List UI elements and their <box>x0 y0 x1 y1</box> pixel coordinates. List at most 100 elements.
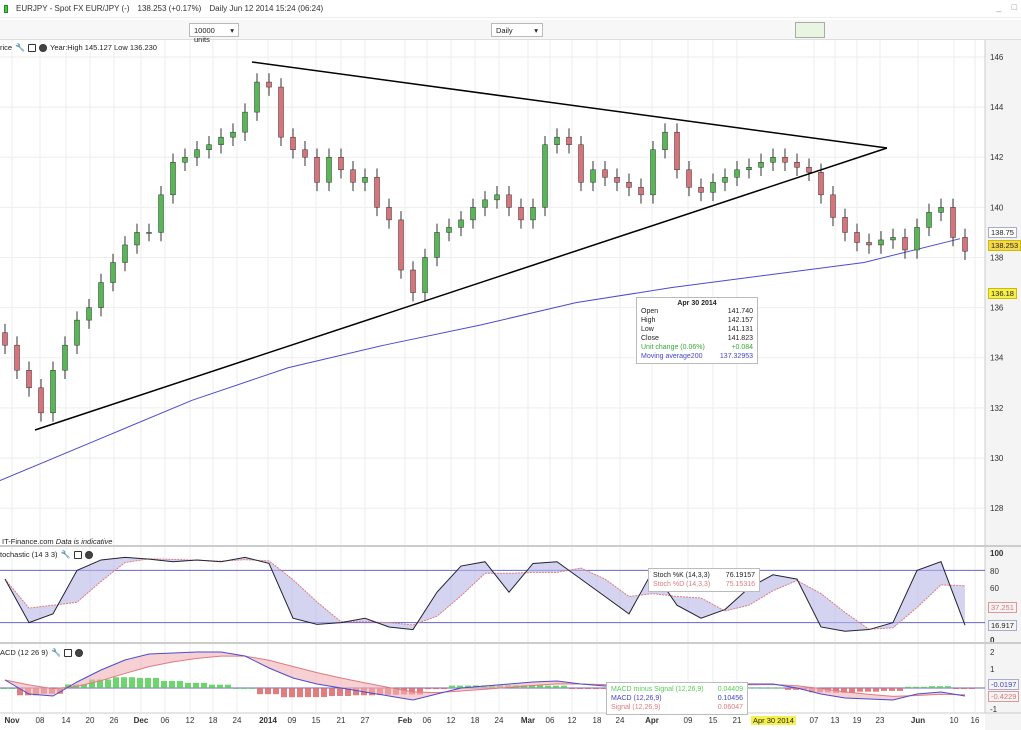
macd-histogram-bar <box>137 677 143 688</box>
minimize-button[interactable]: _ <box>996 2 1002 12</box>
trendline-lower <box>34 147 888 431</box>
units-select[interactable]: 10000 units ▾ <box>189 23 239 44</box>
wrench-icon[interactable]: 🔧 <box>15 42 26 52</box>
y-tick-label: 138 <box>990 253 1004 262</box>
candle-up <box>98 282 104 308</box>
close-icon[interactable] <box>84 550 93 559</box>
x-tick-label: 06 <box>423 716 432 725</box>
chevron-down-icon: ▾ <box>230 26 234 35</box>
x-tick-label: Mar <box>521 716 535 725</box>
candle-down <box>830 194 836 218</box>
candle-down <box>698 187 704 193</box>
macd-histogram-bar <box>353 688 359 696</box>
candle-up <box>710 182 716 193</box>
candle-up <box>734 169 740 178</box>
candle-down <box>686 169 692 188</box>
candle-down <box>2 332 8 346</box>
candle-down <box>638 187 644 196</box>
close-icon[interactable] <box>74 648 83 657</box>
macd-histogram-bar <box>433 688 439 690</box>
x-tick-label: 2014 <box>259 716 277 725</box>
macd-histogram-bar <box>905 686 911 688</box>
candle-up <box>926 212 932 228</box>
macd-histogram-bar <box>457 685 463 688</box>
stoch-k-line <box>4 556 966 632</box>
candle-down <box>278 86 284 138</box>
macd-histogram-bar <box>17 688 23 696</box>
stoch-d-line <box>4 558 966 630</box>
maximize-button[interactable]: □ <box>1011 2 1017 12</box>
macd-histogram-bar <box>209 684 215 688</box>
candle-down <box>506 194 512 208</box>
y-tick-label: 142 <box>990 153 1004 162</box>
macd-histogram-bar <box>105 679 111 688</box>
candle-up <box>230 131 236 138</box>
chart-type-icon[interactable] <box>795 22 825 38</box>
x-tick-label: Jun <box>911 716 925 725</box>
candle-up <box>326 156 332 183</box>
macd-histogram-bar <box>553 685 559 688</box>
candle-down <box>626 182 632 188</box>
axis-background <box>985 40 1021 730</box>
macd-histogram-bar <box>569 688 575 689</box>
x-tick-label: 26 <box>110 716 119 725</box>
macd-histogram-bar <box>897 688 903 691</box>
macd-histogram-bar <box>441 688 447 690</box>
candle-up <box>470 207 476 221</box>
y-tick-label: 146 <box>990 53 1004 62</box>
signal-line <box>4 655 966 697</box>
candle-icon <box>4 4 8 13</box>
macd-histogram-bar <box>961 688 967 689</box>
interval-select[interactable]: Daily ▾ <box>491 23 543 37</box>
candle-down <box>902 237 908 251</box>
macd-y-tick: -1 <box>990 705 998 714</box>
candle-down <box>674 131 680 171</box>
candle-up <box>182 156 188 163</box>
candle-up <box>158 194 164 233</box>
macd-histogram-bar <box>449 685 455 688</box>
candle-up <box>458 219 464 228</box>
y-tick-label: 130 <box>990 454 1004 463</box>
ma200-line <box>0 238 961 481</box>
candle-up <box>134 232 140 246</box>
candle-up <box>890 237 896 241</box>
x-tick-label: 21 <box>733 716 742 725</box>
candle-up <box>194 149 200 158</box>
candle-down <box>302 149 308 158</box>
window-icon[interactable] <box>28 43 37 52</box>
macd-histogram-bar <box>585 688 591 689</box>
macd-histogram-bar <box>281 688 287 698</box>
stoch-y-tick: 80 <box>990 567 999 576</box>
x-tick-label: Dec <box>134 716 149 725</box>
x-tick-label: 15 <box>312 716 321 725</box>
macd-histogram-bar <box>185 682 191 688</box>
x-tick-label: 18 <box>209 716 218 725</box>
macd-histogram-bar <box>745 687 751 689</box>
window-icon[interactable] <box>73 550 82 559</box>
macd-histogram-bar <box>425 688 431 690</box>
candle-down <box>950 207 956 238</box>
stoch-y-tick: 100 <box>990 549 1004 558</box>
candle-up <box>146 232 152 234</box>
window-icon[interactable] <box>63 648 72 657</box>
macd-histogram-bar <box>857 688 863 692</box>
last-price-tag: 138.253 <box>988 240 1021 251</box>
x-tick-label: 24 <box>495 716 504 725</box>
candle-up <box>206 144 212 150</box>
macd-histogram-bar <box>153 677 159 688</box>
macd-histogram-bar <box>921 686 927 688</box>
macd-histogram-bar <box>97 679 103 688</box>
candle-up <box>914 227 920 251</box>
toolbar: 10000 units ▾ Daily ▾ <box>0 20 1021 44</box>
wrench-icon[interactable]: 🔧 <box>50 647 61 657</box>
x-tick-label: 09 <box>684 716 693 725</box>
macd-histogram-bar <box>305 688 311 698</box>
trendline-upper <box>251 61 888 149</box>
y-tick-label: 134 <box>990 354 1004 363</box>
macd-histogram-bar <box>121 677 127 688</box>
wrench-icon[interactable]: 🔧 <box>60 549 71 559</box>
close-icon[interactable] <box>39 43 48 52</box>
macd-histogram-bar <box>9 688 15 689</box>
x-tick-label: 10 <box>950 716 959 725</box>
